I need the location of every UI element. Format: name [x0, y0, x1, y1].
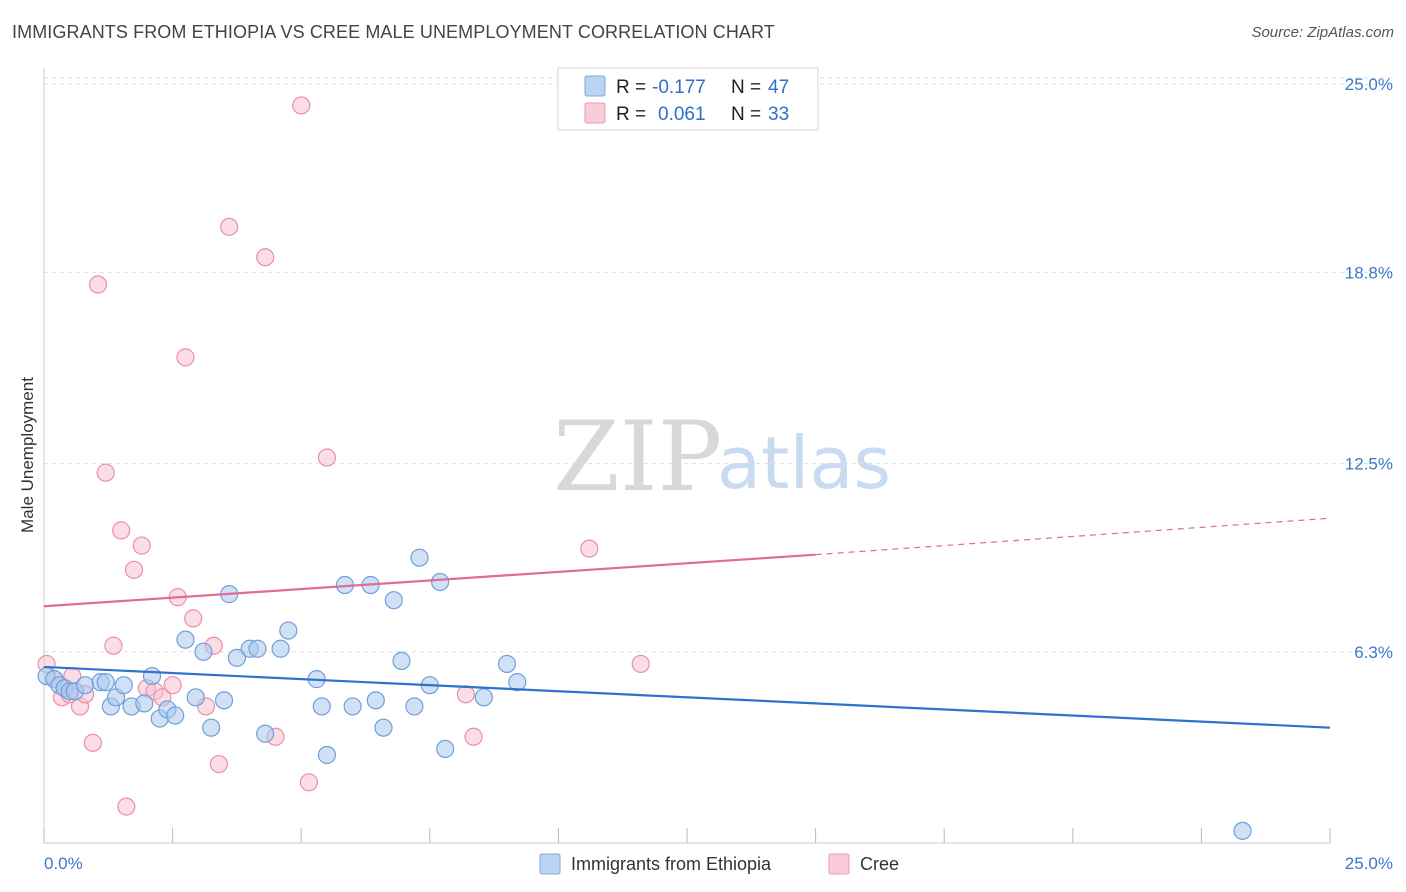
y-tick-label: 12.5%: [1345, 455, 1393, 474]
cree-point: [220, 217, 239, 236]
ethiopia-point: [392, 651, 411, 670]
ethiopia-point: [366, 691, 385, 710]
x-tick-labels: 0.0% 25.0%: [44, 854, 1393, 873]
legend-top: R = -0.177 N = 47 R = 0.061 N = 33: [557, 67, 819, 131]
legend-r-label-ethiopia: R =: [616, 77, 646, 98]
ethiopia-point: [312, 697, 331, 716]
cree-point: [132, 536, 151, 555]
legend-r-value-ethiopia: -0.177: [652, 77, 706, 98]
cree-point: [580, 539, 599, 558]
cree-point: [83, 733, 102, 752]
cree-trend-extension: [815, 517, 1331, 556]
cree-point: [88, 275, 108, 294]
ethiopia-point: [256, 724, 275, 743]
ethiopia-point: [279, 621, 298, 640]
ethiopia-point: [474, 688, 493, 707]
ethiopia-point: [248, 639, 267, 658]
ethiopia-points: [37, 548, 1252, 840]
ethiopia-point: [176, 630, 195, 649]
chart-title: IMMIGRANTS FROM ETHIOPIA VS CREE MALE UN…: [12, 22, 775, 42]
legend-n-value-cree: 33: [768, 104, 789, 125]
cree-point: [163, 676, 182, 695]
ethiopia-point: [194, 642, 213, 661]
legend-swatch-cree: [584, 102, 606, 124]
cree-point: [256, 248, 275, 267]
legend-swatch-ethiopia: [584, 75, 606, 97]
x-tick-label-max: 25.0%: [1345, 854, 1393, 873]
cree-point: [456, 685, 475, 704]
legend-r-label-cree: R =: [616, 104, 646, 125]
ethiopia-point: [271, 639, 290, 658]
watermark-atlas: atlas: [717, 421, 891, 505]
cree-point: [176, 348, 195, 367]
ethiopia-point: [497, 654, 517, 674]
cree-point: [184, 609, 203, 628]
ethiopia-point: [186, 688, 205, 707]
bottom-legend-swatch-cree: [828, 853, 850, 875]
x-tick-label-min: 0.0%: [44, 854, 83, 873]
ethiopia-point: [317, 745, 337, 765]
legend-r-value-cree: 0.061: [658, 104, 706, 125]
cree-point: [209, 754, 228, 774]
legend-bottom: Immigrants from Ethiopia Cree: [539, 853, 899, 875]
y-tick-label: 18.8%: [1345, 263, 1393, 282]
ethiopia-trend-line: [43, 665, 1331, 729]
cree-point: [299, 773, 319, 792]
x-ticks: [43, 828, 1331, 843]
ethiopia-point: [343, 697, 362, 716]
legend-n-label-ethiopia: N =: [731, 77, 761, 98]
cree-point: [117, 797, 136, 816]
trend-lines: [43, 517, 1331, 729]
chart-source: Source: ZipAtlas.com: [1251, 24, 1394, 41]
legend-n-label-cree: N =: [731, 104, 761, 125]
ethiopia-point: [405, 697, 424, 716]
ethiopia-point: [135, 694, 154, 713]
cree-point: [317, 448, 337, 467]
ethiopia-point: [214, 691, 234, 710]
ethiopia-point: [436, 739, 455, 759]
cree-point: [292, 96, 311, 115]
cree-point: [124, 560, 144, 579]
cree-point: [96, 463, 115, 482]
ethiopia-point: [142, 666, 162, 686]
ethiopia-point: [202, 718, 221, 737]
bottom-legend-swatch-ethiopia: [539, 853, 561, 875]
ethiopia-point: [430, 572, 450, 592]
ethiopia-point: [508, 673, 527, 692]
cree-point: [104, 636, 123, 655]
ethiopia-point: [76, 676, 95, 695]
ethiopia-point: [1233, 821, 1252, 840]
cree-point: [631, 654, 650, 674]
ethiopia-point: [227, 648, 246, 667]
ethiopia-point: [114, 676, 133, 695]
legend-n-value-ethiopia: 47: [768, 77, 789, 98]
ethiopia-point: [384, 591, 403, 610]
watermark-zip: ZIP: [553, 401, 722, 513]
ethiopia-point: [410, 548, 429, 567]
y-tick-label: 6.3%: [1354, 643, 1393, 662]
cree-point: [112, 521, 131, 540]
bottom-legend-label-cree: Cree: [860, 854, 899, 874]
ethiopia-point: [96, 673, 115, 692]
ethiopia-point: [166, 706, 185, 725]
gridlines: [44, 77, 1393, 653]
bottom-legend-label-ethiopia: Immigrants from Ethiopia: [571, 854, 772, 874]
cree-point: [464, 727, 483, 746]
ethiopia-point: [374, 718, 393, 737]
y-tick-labels: 6.3% 12.5% 18.8% 25.0%: [1345, 75, 1393, 662]
y-tick-label: 25.0%: [1345, 75, 1393, 94]
cree-trend-line: [43, 553, 816, 608]
